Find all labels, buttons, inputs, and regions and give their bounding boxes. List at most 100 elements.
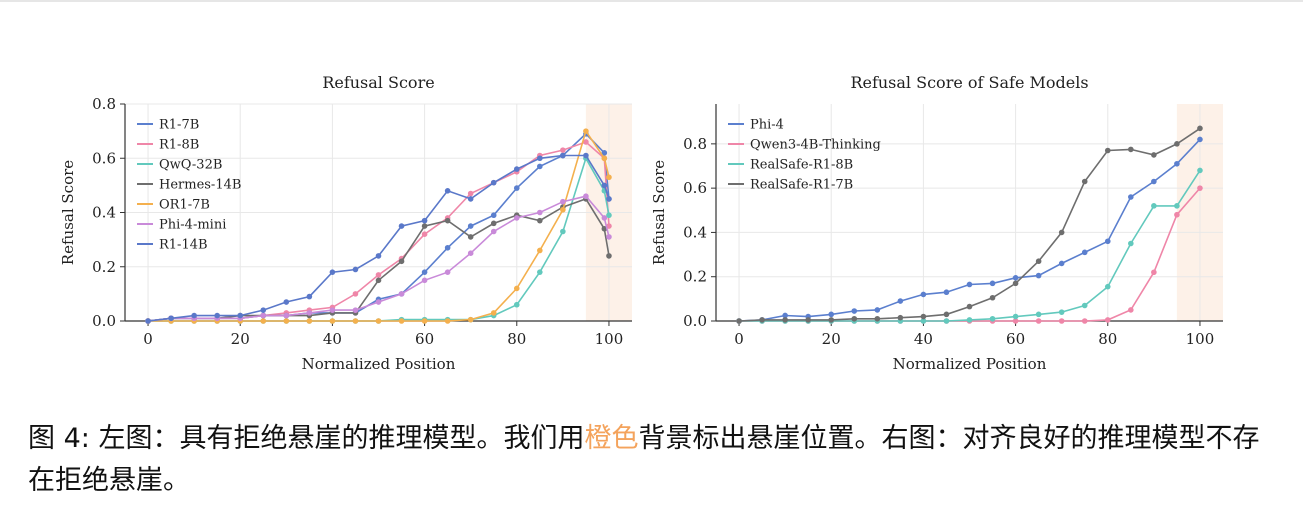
- data-point: [897, 298, 904, 304]
- data-point: [1104, 238, 1111, 245]
- y-tick-label: 0.8: [92, 95, 116, 113]
- data-point: [1058, 318, 1065, 324]
- data-point: [1128, 194, 1134, 200]
- figure-caption: 图 4: 左图：具有拒绝悬崖的推理模型。我们用橙色背景标出悬崖位置。右图：对齐良…: [28, 418, 1278, 502]
- data-point: [1151, 203, 1157, 209]
- legend-label: OR1-7B: [159, 198, 210, 213]
- x-tick-label: 80: [1098, 330, 1117, 348]
- data-point: [560, 147, 566, 153]
- data-point: [1035, 318, 1042, 324]
- x-tick-label: 60: [1006, 330, 1025, 348]
- data-point: [966, 317, 973, 323]
- data-point: [601, 182, 608, 189]
- x-tick-label: 20: [822, 330, 841, 348]
- legend-label: R1-8B: [159, 138, 199, 153]
- data-point: [467, 234, 474, 240]
- data-point: [1035, 272, 1042, 279]
- x-tick-label: 100: [1186, 330, 1215, 348]
- data-point: [1104, 317, 1111, 323]
- data-point: [560, 206, 566, 213]
- caption-text-end: 背景标出悬崖位置。右图：对齐良好的推理模型不存在拒绝悬崖。: [28, 423, 1260, 496]
- data-point: [1197, 167, 1203, 174]
- y-tick-label: 0.8: [683, 135, 707, 153]
- data-point: [283, 312, 290, 319]
- data-point: [1058, 309, 1065, 315]
- data-point: [421, 217, 428, 224]
- data-point: [421, 269, 428, 275]
- data-point: [1058, 229, 1065, 236]
- data-point: [1128, 240, 1134, 247]
- data-point: [1151, 152, 1157, 158]
- data-point: [989, 294, 996, 301]
- data-point: [490, 310, 497, 316]
- data-point: [1128, 307, 1134, 313]
- y-tick-label: 0.2: [92, 258, 116, 276]
- data-point: [444, 217, 451, 224]
- data-point: [1197, 136, 1203, 143]
- data-point: [851, 308, 858, 314]
- data-point: [1081, 249, 1088, 256]
- data-point: [375, 299, 382, 305]
- data-point: [1012, 318, 1019, 324]
- chart-2: 0 20 40 60 80 100 0.0 0.2 0.4 0.6 0.8 Refusal Score…: [650, 73, 1223, 373]
- data-point: [444, 269, 451, 275]
- data-point: [989, 280, 996, 287]
- data-point: [214, 312, 220, 319]
- data-point: [1081, 178, 1088, 185]
- data-point: [583, 139, 589, 145]
- data-point: [736, 318, 742, 324]
- data-point: [606, 253, 612, 259]
- data-point: [467, 196, 474, 202]
- data-point: [467, 190, 474, 197]
- legend-label: Phi-4: [750, 118, 784, 133]
- data-point: [375, 277, 382, 284]
- data-point: [1104, 283, 1111, 290]
- data-point: [513, 185, 520, 191]
- data-point: [1151, 269, 1157, 276]
- y-tick-label: 0.2: [683, 268, 707, 286]
- data-point: [375, 272, 382, 278]
- series-line: [739, 187, 1201, 322]
- legend-label: Phi-4-mini: [159, 218, 226, 233]
- data-point: [1197, 185, 1203, 191]
- data-point: [513, 166, 520, 172]
- data-point: [467, 250, 474, 256]
- data-point: [1174, 160, 1180, 167]
- data-point: [537, 217, 543, 224]
- data-point: [606, 223, 612, 229]
- data-point: [421, 318, 428, 324]
- data-point: [237, 312, 244, 319]
- legend-label: RealSafe-R1-7B: [750, 178, 853, 193]
- chart-title: Refusal Score of Safe Models: [850, 73, 1088, 92]
- data-point: [583, 128, 589, 134]
- top-rule: [0, 0, 1303, 2]
- data-point: [601, 225, 608, 232]
- data-point: [375, 318, 382, 324]
- data-point: [537, 247, 543, 254]
- data-point: [989, 315, 996, 322]
- y-axis-label: Refusal Score: [650, 160, 668, 265]
- data-point: [1174, 141, 1180, 147]
- data-point: [513, 285, 520, 292]
- data-point: [421, 223, 428, 229]
- data-point: [1197, 125, 1203, 132]
- data-point: [583, 152, 589, 159]
- legend-label: R1-14B: [159, 238, 208, 253]
- legend-label: Hermes-14B: [159, 178, 241, 193]
- x-tick-label: 0: [143, 330, 153, 348]
- data-point: [1081, 302, 1088, 309]
- data-point: [606, 234, 612, 240]
- data-point: [606, 174, 612, 181]
- x-axis-label: Normalized Position: [893, 355, 1047, 373]
- data-point: [352, 307, 359, 313]
- data-point: [1104, 147, 1111, 154]
- data-point: [828, 317, 835, 323]
- data-point: [874, 307, 881, 313]
- data-point: [421, 231, 428, 237]
- data-point: [145, 318, 151, 324]
- y-tick-label: 0.0: [683, 312, 707, 330]
- data-point: [490, 228, 497, 235]
- data-point: [467, 223, 474, 229]
- data-point: [1151, 178, 1157, 185]
- data-point: [560, 228, 566, 235]
